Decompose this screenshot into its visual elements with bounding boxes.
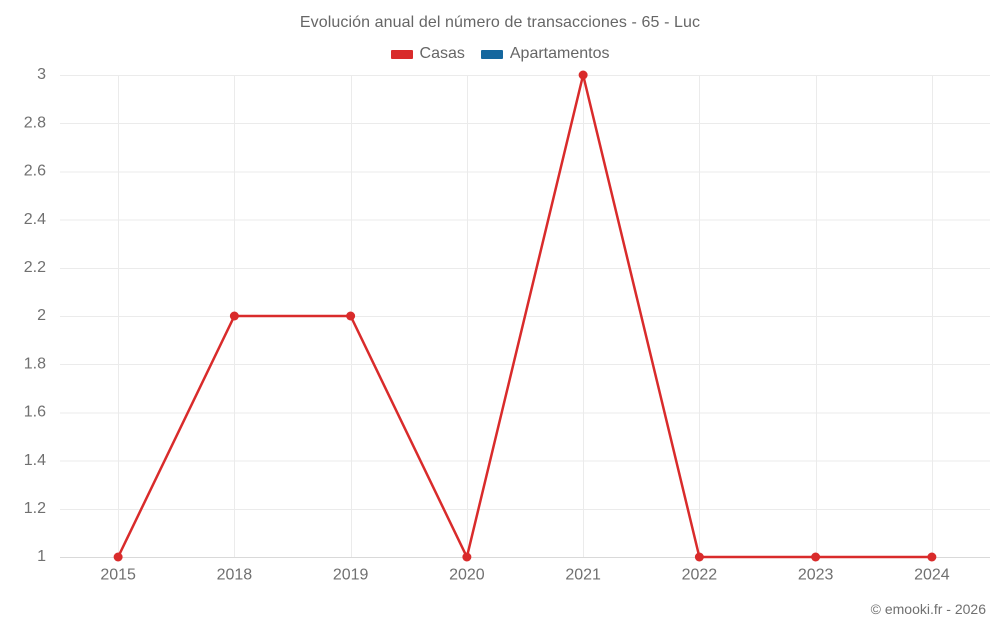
legend-swatch-apartamentos	[480, 49, 503, 59]
x-axis-tick-labels: 2015 2018 2019 2020 2021 2022 2023 2024	[100, 566, 949, 583]
x-tick-label: 2015	[100, 566, 136, 583]
y-tick-label: 1.2	[24, 500, 46, 517]
legend-item-casas[interactable]: Casas	[390, 45, 465, 63]
y-tick-label: 1.6	[24, 404, 46, 421]
data-point-marker[interactable]	[578, 70, 588, 80]
y-tick-label: 2.2	[24, 259, 46, 276]
data-point-marker[interactable]	[462, 552, 472, 562]
x-tick-label: 2024	[914, 566, 950, 583]
data-point-marker[interactable]	[113, 552, 123, 562]
y-axis-tick-labels: 3 2.8 2.6 2.4 2.2 2 1.8 1.6 1.4 1.2 1	[24, 66, 46, 565]
copyright-footer: © emooki.fr - 2026	[870, 601, 986, 617]
y-tick-label: 3	[37, 66, 46, 83]
y-tick-label: 2	[37, 307, 46, 324]
y-tick-label: 1	[37, 548, 46, 565]
y-tick-label: 2.4	[24, 211, 46, 228]
series-line-casas	[116, 74, 932, 561]
y-tick-label: 1.8	[24, 355, 46, 372]
legend-swatch-casas	[390, 49, 413, 59]
x-tick-label: 2020	[449, 566, 485, 583]
y-tick-label: 2.6	[24, 163, 46, 180]
x-tick-label: 2021	[565, 566, 601, 583]
y-tick-label: 1.4	[24, 452, 46, 469]
data-series-layer	[113, 70, 937, 562]
data-point-marker[interactable]	[927, 552, 937, 562]
x-tick-label: 2019	[333, 566, 369, 583]
legend-label-casas: Casas	[419, 45, 465, 62]
data-point-marker[interactable]	[346, 311, 356, 321]
legend-item-apartamentos[interactable]: Apartamentos	[480, 45, 610, 63]
data-point-marker[interactable]	[229, 311, 239, 321]
data-point-marker[interactable]	[694, 552, 704, 562]
chart-legend: Casas Apartamentos	[0, 45, 1000, 63]
chart-title: Evolución anual del número de transaccio…	[299, 14, 701, 31]
x-tick-label: 2022	[682, 566, 718, 583]
x-tick-label: 2018	[217, 566, 253, 583]
legend-label-apartamentos: Apartamentos	[509, 45, 610, 62]
y-tick-label: 2.8	[24, 114, 46, 131]
data-point-marker[interactable]	[811, 552, 821, 562]
x-tick-label: 2023	[798, 566, 834, 583]
